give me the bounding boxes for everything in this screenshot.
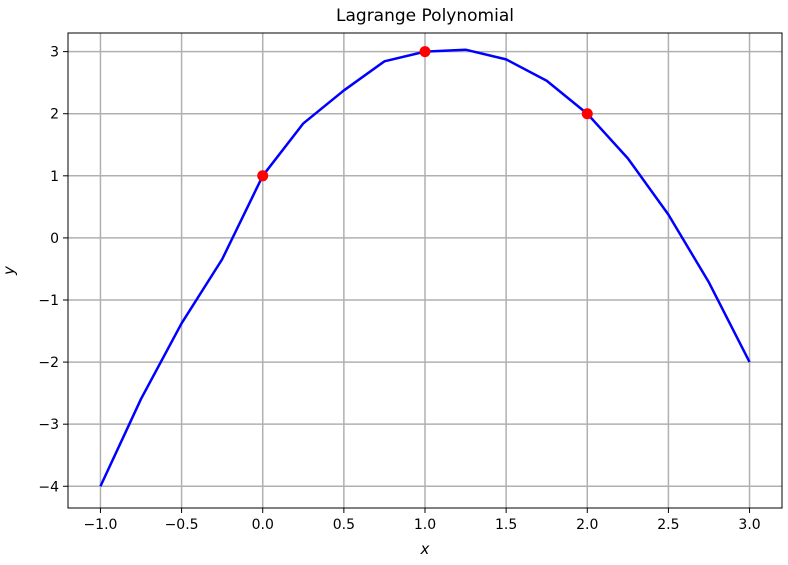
y-tick-label: 0 (50, 231, 59, 247)
grid (68, 33, 782, 508)
x-tick-label: 0.5 (333, 517, 355, 533)
x-tick-label: −1.0 (83, 517, 117, 533)
x-tick-label: 2.0 (576, 517, 598, 533)
data-point (581, 108, 593, 120)
x-axis-label: x (420, 540, 430, 558)
y-axis-label: y (0, 265, 18, 276)
y-tick-label: 3 (50, 45, 59, 61)
x-tick-label: 2.5 (657, 517, 679, 533)
series (99, 46, 751, 487)
y-tick-label: 2 (50, 107, 59, 123)
x-tick-label: 1.5 (495, 517, 517, 533)
y-tick-label: −1 (38, 293, 59, 309)
data-point (419, 46, 431, 58)
x-tick-label: −0.5 (165, 517, 199, 533)
chart-title: Lagrange Polynomial (336, 6, 514, 26)
data-point (257, 170, 269, 182)
axis-ticks: −1.0 −0.5 0.0 0.5 1.0 1.5 2.0 2.5 3.0 −4 −3 −2 −1 0 1 2… (38, 45, 760, 533)
y-tick-label: −2 (38, 355, 59, 371)
x-tick-label: 3.0 (738, 517, 760, 533)
y-tick-label: −4 (38, 479, 59, 495)
x-tick-label: 0.0 (252, 517, 274, 533)
x-tick-label: 1.0 (414, 517, 436, 533)
y-tick-label: 1 (50, 169, 59, 185)
y-tick-label: −3 (38, 417, 59, 433)
